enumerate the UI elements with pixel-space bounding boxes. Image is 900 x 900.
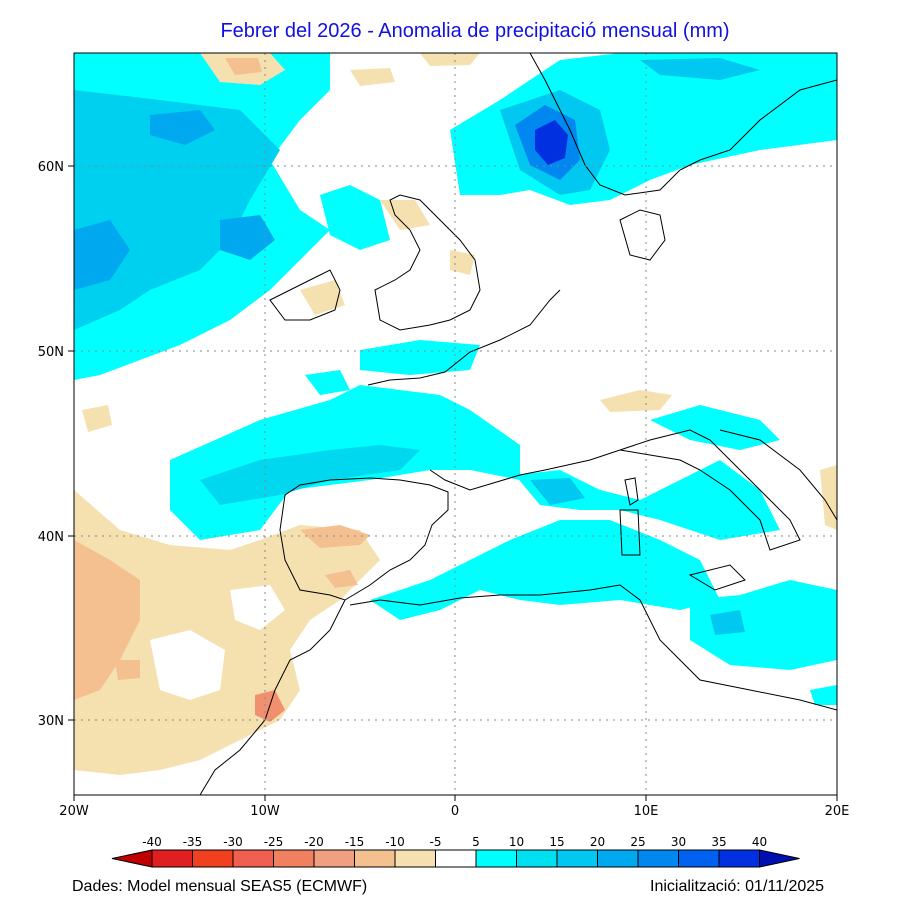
legend-swatch [273, 849, 315, 868]
lon-label-0: 0 [451, 804, 459, 819]
lon-label-20e: 20E [825, 804, 850, 819]
legend-label: -5 [430, 835, 442, 849]
legend-label: 10 [509, 835, 524, 849]
legend-label: -25 [264, 835, 284, 849]
legend-label: 15 [549, 835, 564, 849]
legend-swatch [556, 849, 598, 868]
legend-arrow-low [111, 849, 153, 868]
legend-label: -20 [304, 835, 324, 849]
legend-label: 25 [630, 835, 645, 849]
lat-label-50n: 50N [38, 345, 64, 360]
legend-label: -30 [223, 835, 243, 849]
dry-region-iberia [74, 490, 380, 775]
legend-colorbar: -40 -35 -30 -25 -20 -15 -10 -5 5 10 15 20 25 30 35 40 [111, 835, 800, 868]
legend-swatch [678, 849, 720, 868]
wet-peak-bergen [535, 120, 568, 165]
lat-label-60n: 60N [38, 160, 64, 175]
legend-label: 30 [671, 835, 686, 849]
legend-swatch [475, 849, 517, 868]
lon-label-10e: 10E [634, 804, 659, 819]
legend-label: 40 [752, 835, 767, 849]
lat-label-30n: 30N [38, 714, 64, 729]
legend-arrow-high [759, 849, 800, 868]
legend-swatch [435, 849, 477, 868]
legend-label: -40 [142, 835, 162, 849]
legend-swatch [354, 849, 396, 868]
legend-label: -10 [385, 835, 405, 849]
dry-region-morocco [74, 540, 140, 700]
wet-region-northatlantic-peak [74, 220, 130, 290]
coastlines [199, 53, 837, 795]
lon-label-20w: 20W [59, 804, 89, 819]
legend-swatch [516, 849, 558, 868]
legend-swatch [192, 849, 234, 868]
wet-region-northatlantic-core [74, 90, 280, 330]
legend-swatch [151, 849, 193, 868]
legend-swatch [597, 849, 639, 868]
legend-swatch [232, 849, 274, 868]
legend-label: 35 [711, 835, 726, 849]
legend-swatch [637, 849, 679, 868]
legend-swatch [313, 849, 355, 868]
legend-label: 20 [590, 835, 605, 849]
map-title: Febrer del 2026 - Anomalia de precipitac… [220, 20, 730, 42]
initialization-date: Inicialització: 01/11/2025 [650, 878, 825, 895]
legend-label: -15 [345, 835, 365, 849]
legend-label: -35 [183, 835, 203, 849]
data-source: Dades: Model mensual SEAS5 (ECMWF) [72, 878, 368, 895]
legend-swatch [718, 849, 760, 868]
lon-label-10w: 10W [250, 804, 280, 819]
lat-label-40n: 40N [38, 530, 64, 545]
legend-label: 5 [472, 835, 480, 849]
legend-swatch [394, 849, 436, 868]
graticule [74, 53, 837, 795]
